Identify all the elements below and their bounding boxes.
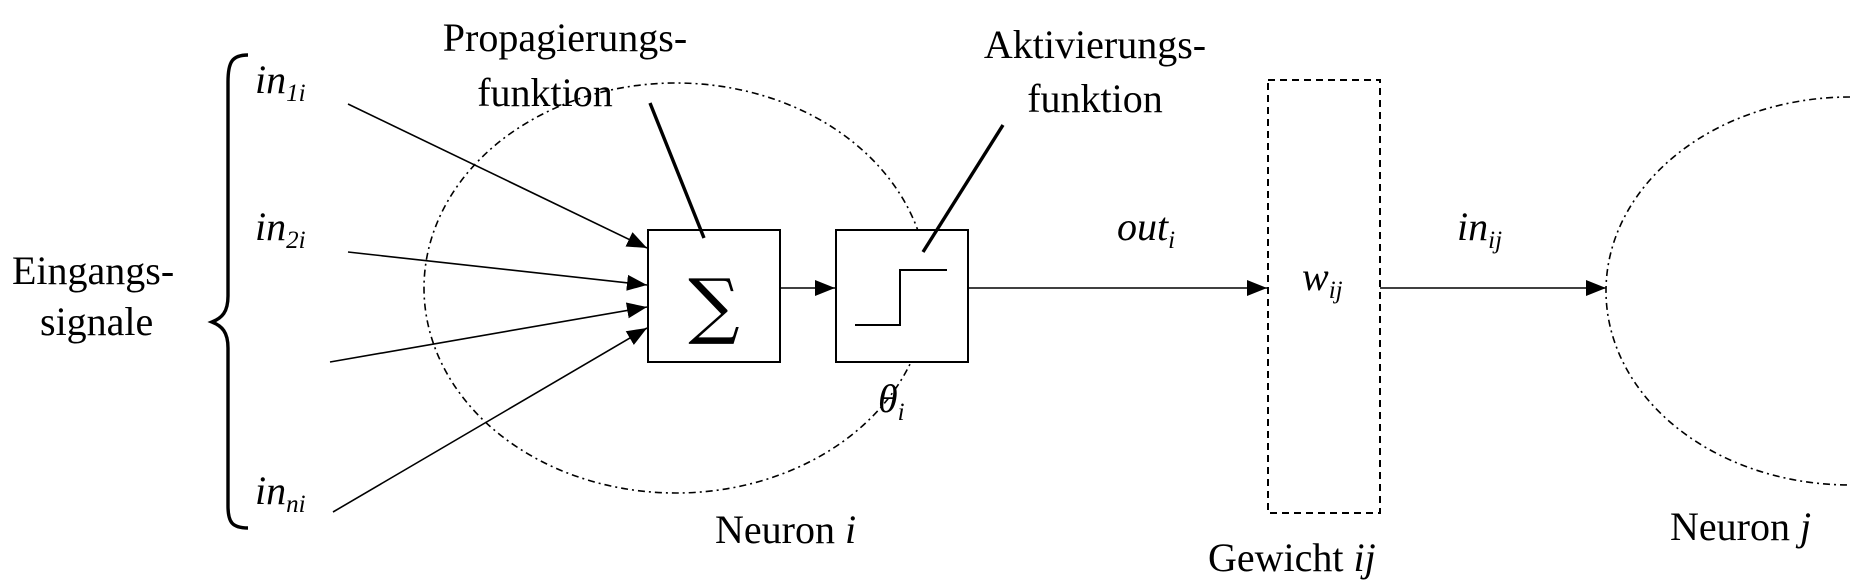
propagation-label-line2: funktion	[477, 70, 613, 115]
propagation-box	[647, 229, 781, 363]
theta-label: θi	[878, 376, 905, 426]
step-function-icon	[855, 269, 947, 326]
input-brace	[207, 53, 249, 530]
propagation-pointer-line	[648, 102, 706, 239]
input-arrow-n	[332, 327, 648, 513]
input-label-1: in1i	[255, 57, 306, 107]
input-signals-label-line2: signale	[40, 299, 153, 344]
input-label-2: in2i	[255, 204, 306, 254]
input-arrow-3	[329, 302, 648, 363]
sum-symbol: ∑	[688, 263, 739, 347]
neuron-j-boundary	[1605, 96, 1851, 486]
input-arrow-1	[347, 103, 648, 249]
input-signals-label-line1: Eingangs-	[12, 248, 174, 293]
weight-label: wij	[1302, 254, 1343, 304]
weight-box	[1267, 79, 1381, 514]
propagation-label-line1: Propagierungs-	[443, 15, 687, 60]
activation-label-line1: Aktivierungs-	[984, 22, 1206, 67]
activation-box	[835, 229, 969, 363]
output-label: outi	[1117, 204, 1175, 254]
input-label-n: inni	[255, 468, 306, 518]
neuron-j-caption: Neuron j	[1670, 504, 1811, 549]
input-arrow-2	[347, 251, 648, 291]
in-ij-label: inij	[1457, 204, 1502, 254]
activation-label-line2: funktion	[1027, 76, 1163, 121]
activation-pointer-line	[921, 124, 1005, 253]
neuron-i-caption: Neuron i	[715, 507, 856, 552]
weight-caption: Gewicht ij	[1208, 535, 1376, 580]
